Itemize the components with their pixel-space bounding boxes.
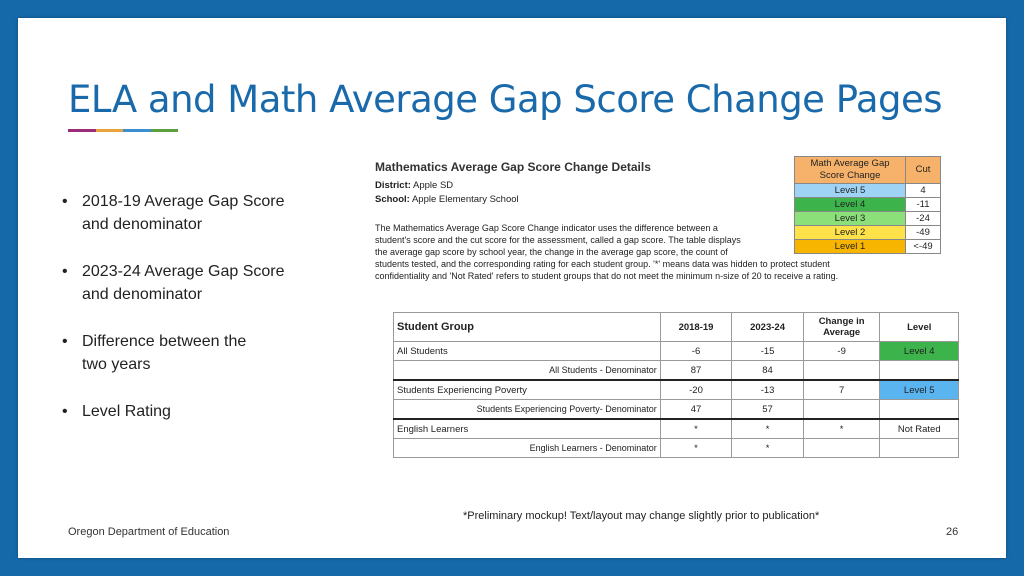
- empty-cell: [879, 399, 959, 420]
- header-change: Change in Average: [802, 312, 881, 342]
- group-name: All Students: [393, 341, 661, 361]
- preliminary-note: *Preliminary mockup! Text/layout may cha…: [463, 510, 820, 522]
- empty-cell: [802, 438, 881, 458]
- bullet-text: Difference between the: [82, 333, 247, 350]
- cut-level: Level 3: [794, 211, 906, 226]
- district-value: Apple SD: [413, 180, 454, 191]
- denominator-2018-19: *: [659, 438, 733, 458]
- cut-header-change: Math Average Gap Score Change: [794, 156, 906, 184]
- slide: ELA and Math Average Gap Score Change Pa…: [18, 18, 1006, 558]
- denominator-2023-24: 57: [731, 399, 804, 420]
- bullet-item: 2023-24 Average Gap Score and denominator: [58, 260, 318, 306]
- empty-cell: [879, 438, 959, 458]
- school-line: School: Apple Elementary School: [375, 194, 519, 205]
- underline-segment-4: [150, 129, 178, 132]
- value-2018-19: -6: [659, 341, 733, 361]
- denominator-2023-24: *: [731, 438, 804, 458]
- cut-value: -49: [905, 225, 941, 240]
- table-row-denominator: All Students - Denominator 87 84: [393, 360, 959, 381]
- denominator-label: English Learners - Denominator: [393, 438, 661, 458]
- denominator-2018-19: 47: [659, 399, 733, 420]
- value-2023-24: *: [731, 418, 804, 439]
- underline-segment-1: [68, 129, 96, 132]
- page-number: 26: [946, 526, 959, 538]
- cut-value: 4: [905, 183, 941, 198]
- table-row: Students Experiencing Poverty -20 -13 7 …: [393, 379, 959, 400]
- table-row-denominator: English Learners - Denominator * *: [393, 438, 959, 458]
- value-change: *: [802, 418, 881, 439]
- level-badge: Level 5: [879, 379, 959, 400]
- table-row-denominator: Students Experiencing Poverty- Denominat…: [393, 399, 959, 420]
- group-name: English Learners: [393, 418, 661, 439]
- cut-level: Level 2: [794, 225, 906, 240]
- denominator-2018-19: 87: [659, 360, 733, 381]
- denominator-label: All Students - Denominator: [393, 360, 661, 381]
- bullet-text: 2023-24 Average Gap Score: [82, 263, 285, 280]
- cut-score-table: Math Average Gap Score Change Cut Level …: [794, 156, 941, 254]
- description-line: confidentiality and 'Not Rated' refers t…: [375, 271, 839, 281]
- bullet-text: 2018-19 Average Gap Score: [82, 193, 285, 210]
- bullet-text: Level Rating: [82, 403, 171, 420]
- group-name: Students Experiencing Poverty: [393, 379, 661, 400]
- cut-level: Level 4: [794, 197, 906, 212]
- district-label: District:: [375, 180, 411, 191]
- value-2018-19: *: [659, 418, 733, 439]
- value-change: -9: [802, 341, 881, 361]
- value-change: 7: [802, 379, 881, 400]
- table-header-row: Student Group 2018-19 2023-24 Change in …: [393, 312, 959, 342]
- bullet-text: and denominator: [82, 216, 203, 233]
- table-row: English Learners * * * Not Rated: [393, 418, 959, 439]
- denominator-2023-24: 84: [731, 360, 804, 381]
- cut-level: Level 5: [794, 183, 906, 198]
- school-value: Apple Elementary School: [411, 194, 519, 205]
- underline-segment-2: [95, 129, 123, 132]
- bullet-text: and denominator: [82, 286, 203, 303]
- cut-value: <-49: [905, 239, 941, 254]
- bullet-item: 2018-19 Average Gap Score and denominator: [58, 190, 318, 236]
- level-badge: Level 4: [879, 341, 959, 361]
- title-underline: [68, 129, 178, 132]
- student-group-table: Student Group 2018-19 2023-24 Change in …: [393, 312, 959, 458]
- description-line: students tested, and the corresponding r…: [375, 259, 830, 269]
- district-line: District: Apple SD: [375, 180, 453, 191]
- value-2023-24: -15: [731, 341, 804, 361]
- value-2023-24: -13: [731, 379, 804, 400]
- bullet-list: 2018-19 Average Gap Score and denominator…: [58, 190, 318, 447]
- description-line: The Mathematics Average Gap Score Change…: [375, 223, 718, 233]
- bullet-text: two years: [82, 356, 151, 373]
- cut-value: -24: [905, 211, 941, 226]
- value-2018-19: -20: [659, 379, 733, 400]
- cut-level: Level 1: [794, 239, 906, 254]
- header-student-group: Student Group: [393, 312, 661, 342]
- header-level: Level: [879, 312, 959, 342]
- table-row: All Students -6 -15 -9 Level 4: [393, 341, 959, 361]
- footer-organization: Oregon Department of Education: [68, 526, 230, 538]
- page-title: ELA and Math Average Gap Score Change Pa…: [68, 78, 943, 121]
- cut-value: -11: [905, 197, 941, 212]
- empty-cell: [879, 360, 959, 381]
- bullet-item: Difference between the two years: [58, 330, 318, 376]
- denominator-label: Students Experiencing Poverty- Denominat…: [393, 399, 661, 420]
- description-line: student's score and the cut score for th…: [375, 235, 741, 245]
- bullet-item: Level Rating: [58, 400, 318, 423]
- header-2023-24: 2023-24: [731, 312, 804, 342]
- report-title: Mathematics Average Gap Score Change Det…: [375, 160, 651, 174]
- report-description: The Mathematics Average Gap Score Change…: [375, 222, 905, 282]
- school-label: School:: [375, 194, 410, 205]
- header-2018-19: 2018-19: [659, 312, 733, 342]
- description-line: the average gap score by school year, th…: [375, 247, 728, 257]
- cut-header-cut: Cut: [905, 156, 941, 184]
- level-badge: Not Rated: [879, 418, 959, 439]
- underline-segment-3: [123, 129, 151, 132]
- empty-cell: [802, 360, 881, 381]
- empty-cell: [802, 399, 881, 420]
